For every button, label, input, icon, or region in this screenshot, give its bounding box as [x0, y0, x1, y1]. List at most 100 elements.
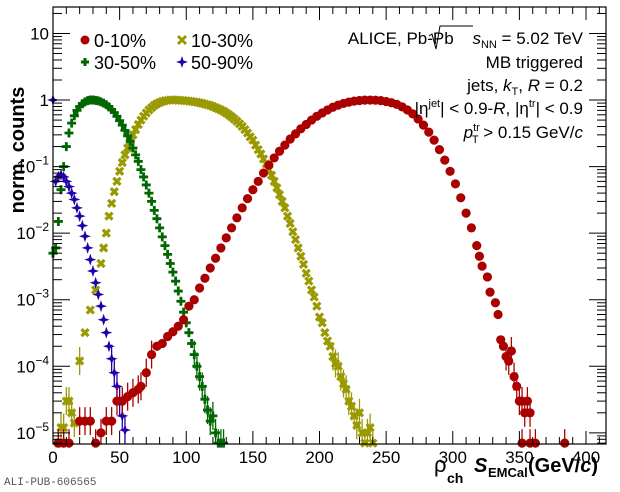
- data-point: [474, 251, 485, 261]
- data-point: [248, 185, 258, 195]
- legend-marker-star: [176, 56, 188, 68]
- data-point: [277, 196, 287, 207]
- data-point: [194, 283, 205, 293]
- data-point: [445, 166, 455, 176]
- data-point: [440, 155, 450, 165]
- data-point: [61, 142, 71, 152]
- data-point: [309, 292, 319, 302]
- annotation-trigger: MB triggered: [486, 53, 583, 72]
- series-0-10pct: [53, 95, 570, 448]
- y-tick-label: 10−5: [16, 420, 49, 443]
- data-point: [96, 258, 106, 269]
- data-point: [221, 233, 231, 243]
- y-axis-label: norm. counts: [7, 87, 29, 214]
- data-point: [173, 286, 183, 296]
- data-point: [434, 145, 445, 155]
- data-point: [477, 261, 487, 271]
- y-tick-label: 1: [40, 91, 49, 110]
- data-point: [85, 416, 95, 426]
- data-point: [97, 313, 110, 326]
- y-tick-label: 10−4: [16, 353, 49, 376]
- data-point: [85, 305, 95, 315]
- data-point: [100, 326, 113, 339]
- data-point: [429, 135, 439, 145]
- data-point: [178, 315, 189, 325]
- data-point: [91, 438, 101, 448]
- data-point: [141, 180, 151, 190]
- data-point: [84, 253, 97, 266]
- annotation-block: ALICE, Pb-Pb sNN = 5.02 TeV MB triggered…: [348, 25, 584, 146]
- data-point: [152, 214, 162, 224]
- data-point: [210, 253, 221, 263]
- x-tick-label: 350: [505, 448, 533, 467]
- data-point: [105, 352, 118, 365]
- data-point: [155, 223, 165, 233]
- data-point: [131, 150, 141, 160]
- y-tick-label: 10−2: [16, 220, 49, 243]
- data-point: [272, 183, 282, 193]
- x-axis-label: ρ ch S EMCal (GeV/c): [434, 452, 598, 486]
- data-point: [530, 438, 540, 448]
- data-point: [200, 273, 210, 283]
- data-point: [70, 201, 83, 214]
- data-point: [301, 268, 311, 278]
- x-tick-label: 250: [372, 448, 400, 467]
- data-point: [205, 263, 215, 273]
- x-tick-label: 400: [572, 448, 600, 467]
- data-point: [282, 211, 293, 221]
- x-tick-label: 50: [110, 448, 129, 467]
- data-point: [67, 118, 77, 128]
- data-point: [102, 340, 115, 353]
- data-point: [76, 219, 89, 232]
- data-point: [248, 135, 258, 145]
- data-point: [89, 276, 102, 289]
- data-point: [320, 328, 330, 338]
- data-point: [86, 265, 99, 278]
- data-point: [298, 259, 309, 269]
- data-point: [171, 276, 181, 286]
- plot-frame: [52, 6, 607, 445]
- data-point: [163, 249, 173, 259]
- legend-entry-50-90: 50-90%: [176, 53, 253, 73]
- y-tick-label: 10−1: [16, 154, 49, 177]
- data-point: [490, 298, 500, 308]
- data-point: [99, 243, 109, 253]
- data-point: [106, 198, 117, 209]
- data-point: [68, 193, 81, 206]
- legend-label: 30-50%: [94, 53, 156, 73]
- data-point: [110, 380, 123, 393]
- data-point: [285, 218, 295, 229]
- data-point: [69, 111, 79, 121]
- data-point: [256, 149, 266, 159]
- data-point: [62, 180, 75, 193]
- data-point: [517, 438, 527, 448]
- data-point: [184, 301, 194, 311]
- data-point: [274, 146, 285, 156]
- data-point: [147, 196, 157, 206]
- data-point: [413, 114, 423, 124]
- data-point: [258, 168, 269, 178]
- data-point: [136, 165, 146, 175]
- data-point: [288, 227, 298, 237]
- legend-entry-30-50: 30-50%: [81, 53, 156, 73]
- data-point: [116, 409, 129, 422]
- data-point: [418, 120, 429, 130]
- data-point: [216, 243, 226, 253]
- x-label-s: S: [474, 455, 488, 477]
- data-point: [160, 241, 170, 251]
- legend: 0-10% 10-30% 30-50% 50-90%: [80, 31, 253, 73]
- x-tick-label: 150: [239, 448, 267, 467]
- legend-entry-10-30: 10-30%: [176, 31, 253, 51]
- data-point: [290, 234, 301, 245]
- data-point: [482, 272, 493, 282]
- data-point: [322, 336, 333, 346]
- data-point: [424, 127, 434, 137]
- data-point: [354, 408, 365, 418]
- data-point: [136, 381, 146, 391]
- annotation-pt: ptr T > 0.15 GeV/c: [463, 122, 584, 146]
- data-point: [130, 124, 141, 135]
- data-point: [461, 208, 471, 218]
- data-point: [108, 366, 121, 379]
- data-point: [280, 140, 290, 150]
